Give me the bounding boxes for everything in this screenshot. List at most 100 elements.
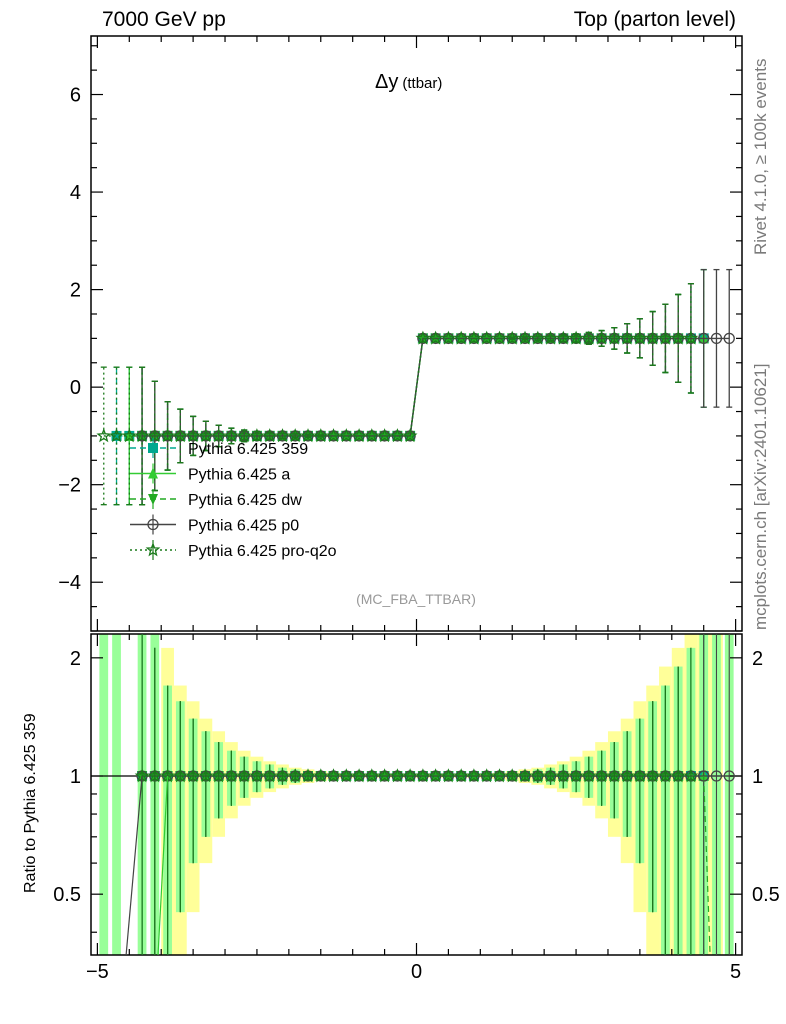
data-point — [134, 428, 150, 443]
data-point — [415, 330, 431, 345]
main-y-tick-label: −4 — [58, 572, 81, 594]
plot-title-sub: (ttbar) — [402, 75, 442, 92]
data-point — [453, 330, 469, 345]
ratio-point — [326, 768, 341, 783]
data-point — [224, 428, 239, 443]
legend-label: Pythia 6.425 dw — [188, 492, 302, 509]
legend-label: Pythia 6.425 359 — [188, 441, 308, 458]
data-point — [300, 428, 316, 443]
data-point — [326, 428, 341, 443]
ratio-point — [377, 768, 392, 783]
band-green — [99, 634, 109, 955]
legend-label: Pythia 6.425 a — [188, 467, 290, 484]
ratio-point — [262, 768, 278, 783]
mcplots-label: mcplots.cern.ch [arXiv:2401.10621] — [751, 363, 770, 630]
legend: Pythia 6.425 359 Pythia 6.425 a Pythia 6.4… — [130, 438, 337, 560]
ratio-point — [364, 768, 380, 783]
ratio-y-axis-label: Ratio to Pythia 6.425 359 — [22, 713, 39, 893]
data-point — [492, 330, 507, 345]
data-point — [619, 330, 635, 345]
data-point — [632, 330, 648, 345]
ratio-point — [479, 768, 495, 783]
analysis-annotation: (MC_FBA_TTBAR) — [356, 591, 476, 607]
ratio-point — [198, 768, 214, 783]
ratio-point — [453, 768, 469, 783]
data-point — [466, 330, 482, 345]
x-tick-label: 5 — [730, 961, 741, 983]
legend-label: Pythia 6.425 p0 — [188, 518, 299, 535]
ratio-point — [504, 768, 520, 783]
header-left: 7000 GeV pp — [102, 8, 226, 31]
data-point — [111, 430, 122, 441]
data-point — [710, 332, 723, 345]
ratio-point — [645, 768, 661, 783]
ratio-y-tick-label: 0.5 — [53, 884, 81, 906]
ratio-point — [249, 768, 265, 783]
data-point — [543, 330, 558, 345]
plot-title: Δy (ttbar) — [375, 71, 442, 93]
legend-label: Pythia 6.425 pro-q2o — [188, 543, 337, 560]
data-point — [147, 428, 163, 443]
ratio-point — [530, 768, 546, 783]
series-line — [142, 337, 730, 437]
data-point — [555, 330, 571, 345]
data-point — [658, 330, 673, 345]
ratio-point — [619, 768, 635, 783]
ratio-point — [606, 768, 622, 783]
data-point — [606, 330, 622, 345]
ratio-point — [211, 768, 227, 783]
ratio-point — [555, 768, 571, 783]
data-point — [364, 428, 380, 443]
main-y-tick-label: 0 — [70, 377, 81, 399]
ratio-point — [402, 768, 418, 783]
band-gap — [122, 634, 136, 955]
data-point — [581, 330, 597, 345]
axis-ticks — [91, 36, 742, 955]
data-point — [479, 330, 495, 345]
ratio-point — [428, 768, 444, 783]
ratio-edge-line — [157, 775, 169, 956]
data-point — [313, 428, 329, 443]
rivet-label: Rivet 4.1.0, ≥ 100k events — [751, 58, 770, 255]
ratio-point — [236, 768, 252, 783]
data-point — [249, 428, 265, 443]
ratio-point — [698, 770, 710, 782]
x-tick-label: −5 — [86, 961, 109, 983]
legend-marker — [147, 518, 159, 531]
legend-marker — [148, 494, 158, 505]
ratio-point — [415, 768, 431, 783]
ratio-point — [389, 768, 405, 783]
series-line — [142, 337, 679, 437]
ratio-point — [313, 768, 329, 783]
data-point — [504, 330, 520, 345]
x-tick-label: 0 — [411, 961, 422, 983]
ratio-plot-series — [91, 634, 742, 956]
band-green — [112, 634, 121, 955]
ratio-point — [172, 768, 188, 783]
data-point — [338, 428, 354, 443]
data-point — [275, 428, 290, 443]
data-point — [670, 330, 686, 345]
ratio-y-tick-label-right: 2 — [752, 648, 763, 670]
main-y-tick-label: 6 — [70, 85, 81, 107]
main-y-tick-label: 4 — [70, 182, 81, 204]
ratio-point — [338, 768, 354, 783]
axis-tick-labels: −4 −2 0 2 4 6 0.5 0.5 1 1 2 2 −5 0 5 — [53, 85, 780, 983]
ratio-point — [710, 770, 723, 782]
data-point — [262, 428, 278, 443]
ratio-point — [351, 768, 367, 783]
data-point — [389, 428, 405, 443]
data-point — [351, 428, 367, 443]
ratio-point — [466, 768, 482, 783]
ratio-point — [632, 768, 648, 783]
data-point — [121, 428, 137, 443]
header-right: Top (parton level) — [573, 8, 736, 31]
data-point — [160, 428, 175, 443]
main-plot-series — [96, 268, 735, 506]
ratio-point — [441, 768, 456, 783]
data-point — [211, 428, 227, 443]
ratio-point — [300, 768, 316, 783]
data-point — [517, 330, 533, 345]
data-point — [698, 332, 710, 345]
